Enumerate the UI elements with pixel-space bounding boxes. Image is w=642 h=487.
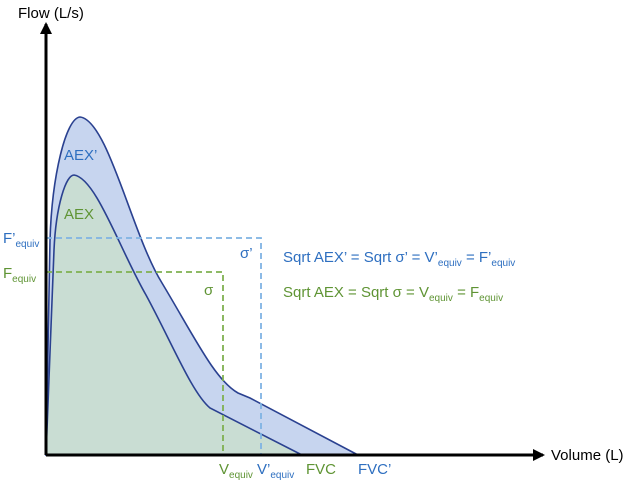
f-prime-equiv-label: F’equiv [3, 230, 39, 250]
inner-curve-label: AEX [64, 206, 94, 223]
outer-square-label: σ’ [240, 245, 253, 262]
v-prime-equiv-label: V’equiv [257, 461, 294, 481]
f-equiv-label: Fequiv [3, 265, 36, 285]
inner-curve-area [45, 174, 303, 456]
x-axis-label: Volume (L) [551, 447, 624, 464]
y-axis-label: Flow (L/s) [18, 5, 84, 22]
inner-square-label: σ [204, 282, 214, 299]
equation-blue: Sqrt AEX’ = Sqrt σ’ = V’equiv = F’equiv [283, 249, 515, 269]
equation-green: Sqrt AEX = Sqrt σ = Vequiv = Fequiv [283, 284, 503, 304]
outer-curve-label: AEX’ [64, 147, 97, 164]
v-equiv-label: Vequiv [219, 461, 253, 481]
fvc-label: FVC [306, 461, 336, 478]
fvc-prime-label: FVC’ [358, 461, 391, 478]
